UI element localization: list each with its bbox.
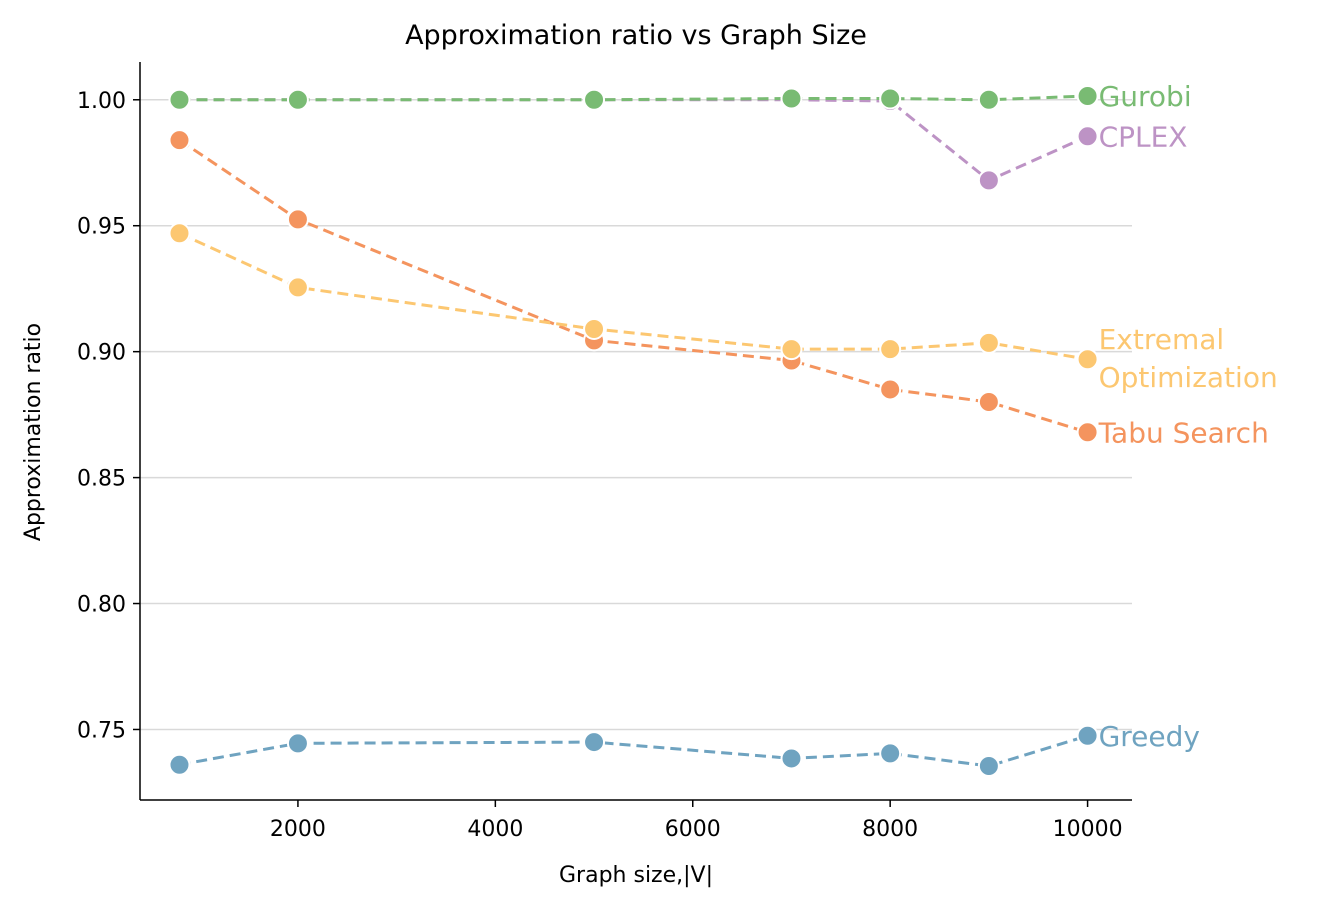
x-tick-label: 4000 <box>467 817 523 842</box>
data-point-extremal-optimization <box>977 331 1000 354</box>
data-point-gurobi <box>168 88 191 111</box>
data-point-tabu-search <box>1076 421 1099 444</box>
series-line-tabu-search <box>178 138 1089 434</box>
data-point-greedy <box>286 732 309 755</box>
series-label-tabu-search: Tabu Search <box>1098 416 1269 449</box>
series-group <box>168 85 1099 777</box>
data-point-gurobi <box>977 88 1000 111</box>
series-label-gurobi: Gurobi <box>1099 80 1192 113</box>
data-point-gurobi <box>286 88 309 111</box>
series-line-cplex <box>179 98 1089 183</box>
x-tick-label: 6000 <box>665 817 721 842</box>
y-tick-label: 0.85 <box>77 467 126 492</box>
series-labels: Greedy Tabu Search Extremal Optimization CPL… <box>1098 80 1278 753</box>
data-point-extremal-optimization <box>583 317 606 340</box>
data-point-extremal-optimization <box>879 338 902 361</box>
data-point-gurobi <box>1076 85 1099 108</box>
series-label-extremal-optimization: Optimization <box>1099 361 1278 394</box>
data-point-tabu-search <box>168 129 191 152</box>
data-point-greedy <box>168 753 191 776</box>
y-tick-label: 0.75 <box>77 718 126 743</box>
series-label-greedy: Greedy <box>1099 720 1200 753</box>
x-tick-label: 10000 <box>1053 817 1123 842</box>
data-point-greedy <box>583 731 606 754</box>
x-tick-label: 2000 <box>270 817 326 842</box>
data-point-greedy <box>1076 724 1099 747</box>
data-point-extremal-optimization <box>780 338 803 361</box>
data-point-gurobi <box>583 88 606 111</box>
data-point-cplex <box>1076 125 1099 148</box>
series-line-extremal-optimization <box>178 231 1088 361</box>
y-axis-title: Approximation ratio <box>21 323 46 541</box>
grid-lines <box>140 99 1132 731</box>
axes: 0.75 0.80 0.85 0.90 0.95 1.00 2000 4000 6000 8000… <box>77 62 1132 842</box>
data-point-greedy <box>780 747 803 770</box>
data-point-extremal-optimization <box>286 276 309 299</box>
data-point-tabu-search <box>879 378 902 401</box>
data-point-gurobi <box>879 87 902 110</box>
y-tick-label: 0.95 <box>77 215 126 240</box>
data-point-greedy <box>977 754 1000 777</box>
series-line-greedy <box>179 734 1089 768</box>
series-label-cplex: CPLEX <box>1099 120 1188 153</box>
x-axis-title: Graph size,|V| <box>559 863 713 888</box>
data-point-gurobi <box>780 87 803 110</box>
data-point-tabu-search <box>977 391 1000 414</box>
data-point-extremal-optimization <box>168 222 191 245</box>
y-tick-label: 0.80 <box>77 593 126 618</box>
data-point-cplex <box>977 169 1000 192</box>
chart-title: Approximation ratio vs Graph Size <box>405 20 867 51</box>
series-label-extremal-optimization: Extremal <box>1099 323 1225 356</box>
data-point-extremal-optimization <box>1076 348 1099 371</box>
data-point-tabu-search <box>286 208 309 231</box>
x-tick-label: 8000 <box>862 817 918 842</box>
data-point-greedy <box>879 742 902 765</box>
y-tick-label: 1.00 <box>77 89 126 114</box>
y-tick-label: 0.90 <box>77 341 126 366</box>
